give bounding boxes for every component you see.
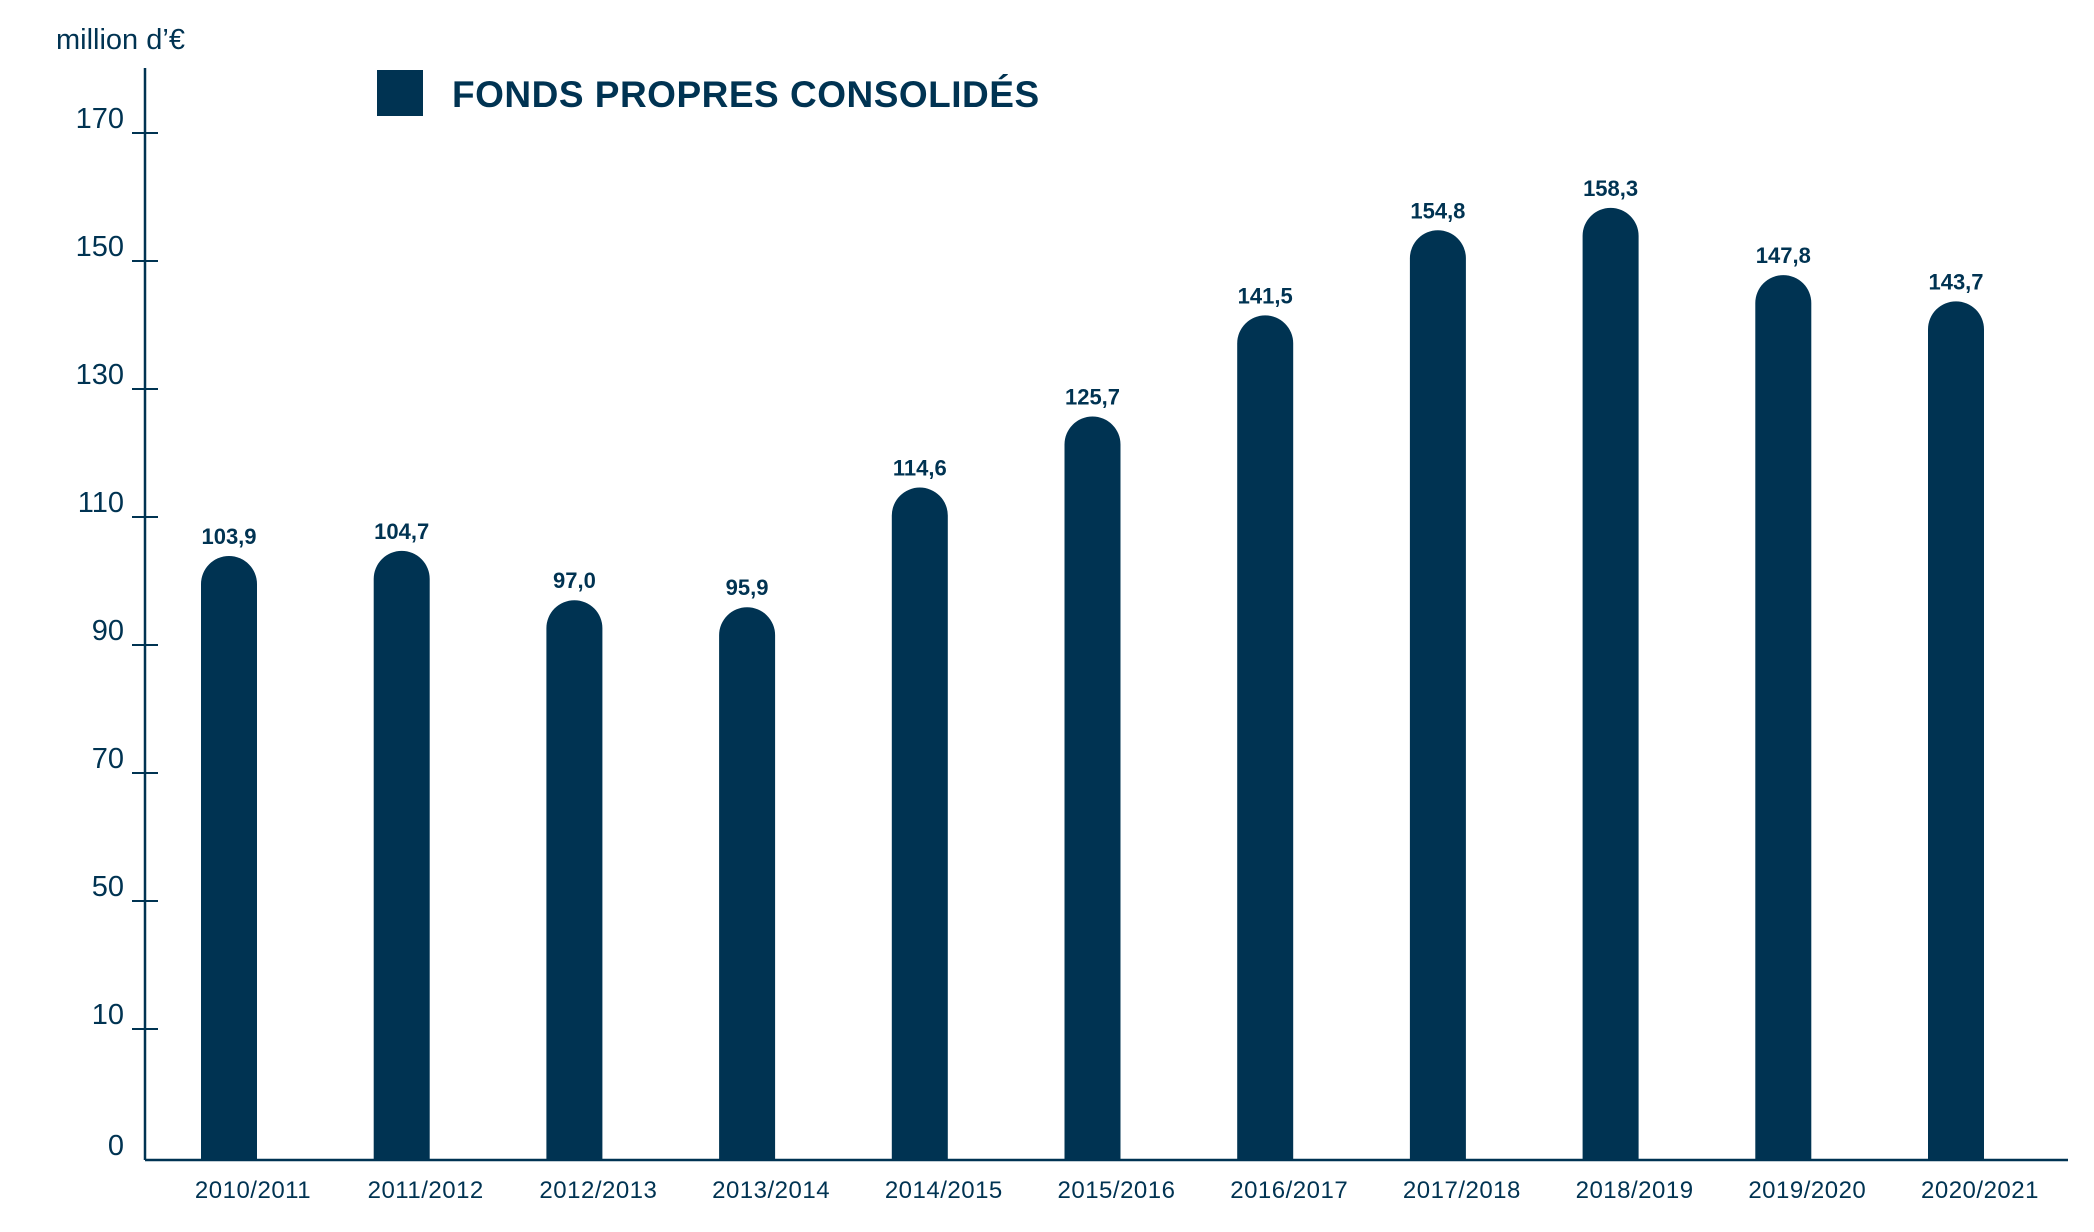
legend: FONDS PROPRES CONSOLIDÉS [377,70,1040,116]
data-label: 125,7 [1065,385,1120,410]
x-ticks: 2010/2011 2011/2012 2012/2013 2013/2014 2014… [195,1177,2039,1204]
y-tick-label: 10 [92,999,124,1031]
x-tick-label: 2018/2019 [1576,1177,1694,1204]
x-tick-label: 2015/2016 [1058,1177,1176,1204]
y-tick-label: 50 [92,871,124,903]
data-label: 143,7 [1928,269,1983,294]
y-tick-label: 90 [92,615,124,647]
data-label: 114,6 [893,456,947,481]
bar [1409,230,1466,1160]
x-tick-label: 2017/2018 [1403,1177,1521,1204]
x-tick-label: 2019/2020 [1748,1177,1866,1204]
x-tick-label: 2012/2013 [539,1177,657,1204]
data-label: 104,7 [374,519,429,544]
data-label: 95,9 [726,575,769,600]
data-label: 103,9 [201,524,256,549]
x-tick-label: 2016/2017 [1230,1177,1348,1204]
data-label: 97,0 [553,568,596,593]
legend-label: FONDS PROPRES CONSOLIDÉS [452,74,1040,115]
x-tick-label: 2010/2011 [195,1177,311,1204]
bar [1928,301,1984,1160]
x-tick-label: 2020/2021 [1921,1177,2039,1204]
x-tick-label: 2014/2015 [885,1177,1003,1204]
y-tick-label: 170 [76,103,124,135]
y-tick-label: 130 [76,359,124,391]
data-label: 147,8 [1756,243,1811,268]
y-tick-label: 70 [92,743,124,775]
bar [546,600,603,1160]
bar [1582,207,1639,1160]
y-tick-label: 110 [78,487,124,519]
bar [719,607,776,1160]
x-tick-label: 2013/2014 [712,1177,830,1204]
bars: 103,9 104,7 97,0 95,9 114,6 125,7 141,5 154,8 15… [201,176,1984,1161]
bar [1755,275,1812,1161]
bar [1064,416,1121,1160]
bar [1237,315,1294,1160]
data-label: 158,3 [1583,176,1638,201]
data-label: 141,5 [1238,283,1293,308]
y-tick-label: 150 [76,231,124,263]
y-ticks: 0 10 50 70 90 110 130 150 170 [76,103,158,1162]
data-label: 154,8 [1410,198,1465,223]
y-tick-label: 0 [108,1130,124,1162]
bar [201,556,257,1160]
x-tick-label: 2011/2012 [368,1177,484,1204]
legend-swatch [377,70,423,116]
bar [891,487,948,1160]
bar [373,550,430,1160]
unit-label: million d’€ [56,24,185,56]
